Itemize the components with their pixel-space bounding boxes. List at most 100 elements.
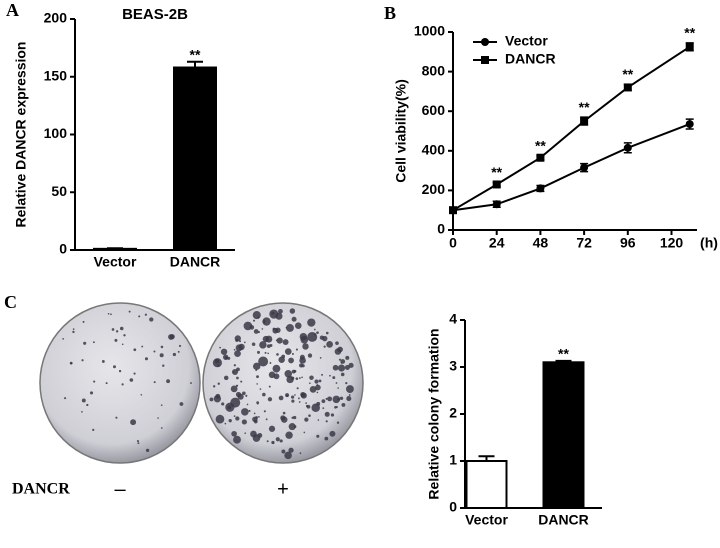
marker (685, 120, 694, 129)
colony (340, 359, 346, 364)
colony (290, 376, 295, 381)
colony (233, 415, 236, 417)
colony (162, 364, 165, 367)
colony (133, 372, 136, 375)
significance: ** (535, 137, 546, 153)
colony (252, 311, 261, 320)
colony (292, 415, 297, 420)
colony (299, 452, 302, 455)
colony (291, 399, 295, 403)
colony (243, 321, 253, 331)
colony (324, 436, 329, 441)
colony (225, 402, 235, 412)
colony (284, 451, 292, 460)
colony (297, 397, 300, 400)
colony (224, 356, 228, 360)
colony (265, 418, 268, 421)
colony (172, 352, 176, 357)
x-axis-label: (h) (700, 235, 718, 251)
colony (111, 328, 115, 331)
panel-label: C (4, 292, 17, 312)
colony (212, 358, 222, 368)
colony (261, 328, 264, 330)
legend-marker (481, 56, 489, 64)
colony (239, 340, 242, 343)
colony (336, 421, 340, 424)
bar (465, 460, 508, 509)
colony (257, 350, 260, 354)
colony (213, 385, 216, 388)
colony (256, 383, 259, 385)
y-axis-label: Cell viability(%) (393, 79, 409, 182)
colony (323, 345, 326, 348)
colony (253, 362, 261, 371)
colony (235, 416, 240, 421)
panel-label: A (6, 0, 19, 20)
colony (136, 440, 140, 443)
y-tick-label: 4 (449, 311, 457, 327)
colony (258, 416, 260, 418)
colony (284, 348, 292, 355)
colony (159, 353, 164, 358)
colony (223, 375, 229, 381)
colony (235, 384, 239, 387)
y-tick-label: 400 (422, 142, 446, 158)
colony (268, 371, 276, 379)
colony (140, 393, 143, 396)
colony (235, 339, 239, 342)
colony (259, 341, 267, 349)
colony (92, 428, 95, 431)
marker (536, 184, 545, 193)
colony (329, 374, 331, 377)
colony (219, 346, 221, 349)
colony (329, 430, 336, 437)
colony (81, 398, 86, 403)
colony (118, 369, 122, 373)
colony (332, 364, 339, 371)
colony (101, 360, 105, 363)
colony (89, 391, 94, 395)
y-tick-label: 0 (59, 241, 67, 257)
colony (190, 382, 192, 384)
colony (306, 404, 311, 409)
colony (110, 313, 112, 316)
colony (144, 357, 149, 361)
colony (251, 342, 256, 347)
colony (160, 427, 163, 429)
plate (202, 302, 364, 464)
colony (263, 319, 266, 322)
colony (278, 395, 284, 401)
y-tick-label: 600 (422, 102, 446, 118)
colony (302, 343, 309, 350)
colony (145, 448, 150, 453)
marker (685, 42, 694, 51)
colony (233, 364, 236, 367)
colony (241, 419, 247, 425)
colony (252, 434, 261, 442)
colony (268, 385, 271, 388)
colony (234, 350, 241, 357)
colony (300, 392, 306, 398)
colony (81, 410, 83, 413)
colony (309, 386, 317, 393)
colony (345, 355, 350, 360)
colony (129, 378, 134, 382)
y-tick-label: 800 (422, 62, 446, 78)
colony (330, 413, 335, 417)
colony (105, 382, 108, 385)
colony (339, 396, 344, 400)
significance: ** (558, 346, 569, 362)
colony (291, 353, 294, 356)
colony (325, 397, 328, 400)
colony (324, 411, 330, 417)
colony (241, 408, 249, 416)
colony (112, 365, 116, 369)
significance: ** (491, 164, 502, 180)
colony (315, 384, 321, 391)
colony (153, 381, 156, 384)
x-tick-label: 72 (576, 235, 592, 251)
legend-marker (481, 38, 489, 46)
colony (244, 341, 246, 344)
significance: ** (190, 46, 201, 62)
